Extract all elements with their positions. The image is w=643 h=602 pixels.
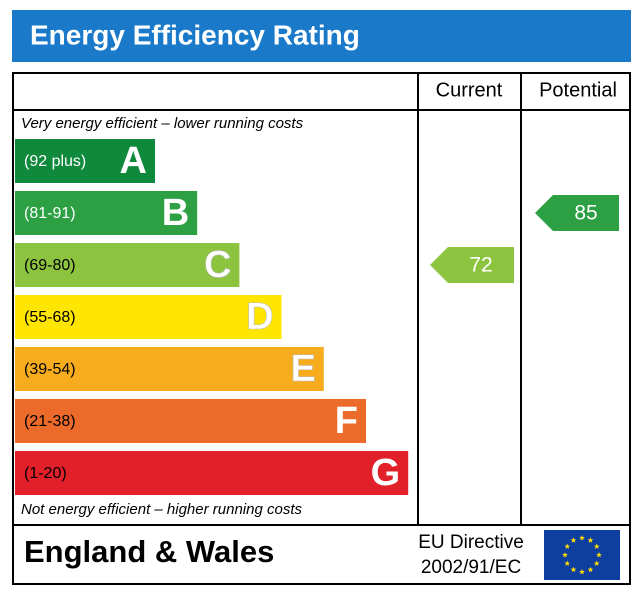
directive: 2002/91/EC — [421, 557, 521, 578]
eu-star — [564, 543, 571, 549]
band-range: (92 plus) — [24, 153, 86, 170]
eu-star — [579, 535, 585, 541]
column-header: Current — [436, 79, 503, 101]
band-bar — [15, 451, 409, 495]
band-bar — [15, 295, 282, 339]
eu-star — [593, 543, 600, 549]
band-bar — [15, 191, 198, 235]
title-bar — [12, 10, 631, 62]
eu-star — [562, 552, 568, 558]
frame — [12, 72, 631, 585]
eu-star — [564, 560, 571, 566]
column-header: Potential — [539, 79, 617, 101]
band-letter: D — [246, 296, 273, 338]
rating-value: 85 — [574, 202, 597, 225]
bottom-note: Not energy efficient – higher running co… — [21, 501, 302, 518]
eu-stars — [562, 535, 602, 575]
band-range: (69-80) — [24, 257, 76, 274]
eu-star — [570, 566, 577, 573]
rating-arrow — [430, 247, 514, 283]
eu-star — [593, 560, 600, 566]
title: Energy Efficiency Rating — [30, 19, 360, 50]
band-range: (21-38) — [24, 413, 76, 430]
band-letter: E — [290, 348, 315, 390]
eu-star — [570, 537, 577, 543]
band-range: (1-20) — [24, 465, 67, 482]
eu-star — [587, 537, 594, 543]
band-bar — [15, 139, 155, 183]
region: England & Wales — [24, 534, 274, 569]
rating-value: 72 — [469, 254, 492, 277]
band-range: (39-54) — [24, 361, 76, 378]
band-letter: C — [204, 244, 231, 286]
band-bar — [15, 347, 324, 391]
band-letter: G — [371, 452, 401, 494]
band-letter: F — [335, 400, 358, 442]
band-bar — [15, 243, 240, 287]
rating-arrow — [535, 195, 619, 231]
band-letter: B — [162, 192, 189, 234]
band-range: (55-68) — [24, 309, 76, 326]
eu-star — [587, 566, 594, 573]
band-bar — [15, 399, 366, 443]
band-range: (81-91) — [24, 205, 76, 222]
directive: EU Directive — [418, 532, 524, 553]
band-letter: A — [120, 140, 147, 182]
top-note: Very energy efficient – lower running co… — [21, 115, 304, 132]
eu-star — [579, 569, 585, 575]
eu-star — [596, 552, 602, 558]
